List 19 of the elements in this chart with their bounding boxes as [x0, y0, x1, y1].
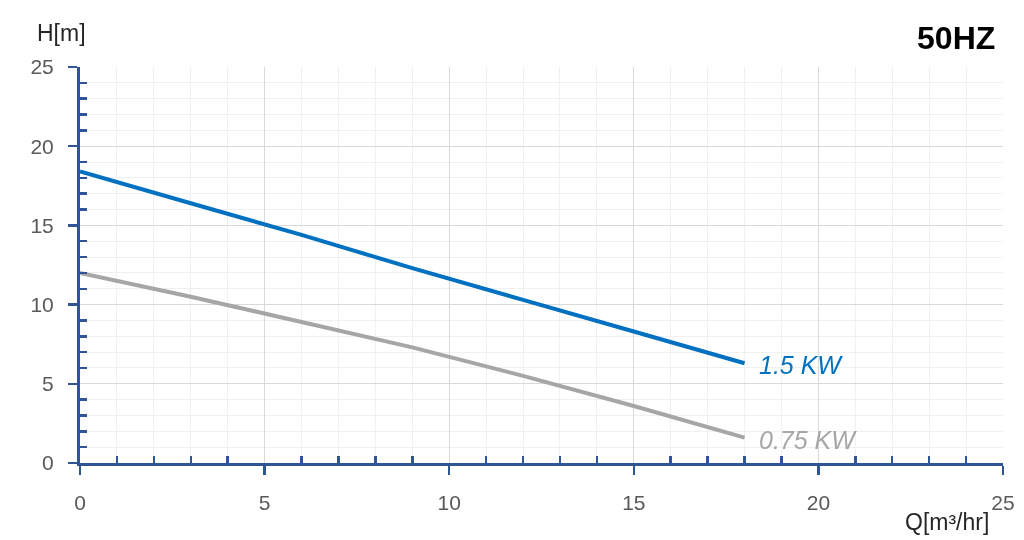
y-axis-title: H[m]: [37, 20, 86, 46]
x-tick-label: 0: [74, 491, 86, 515]
line-series: [80, 270, 747, 440]
x-axis-title: Q[m³/hr]: [905, 509, 990, 535]
y-tick-label: 0: [42, 451, 54, 475]
series-label: 1.5 KW: [759, 351, 844, 379]
y-tick-label: 15: [30, 213, 54, 237]
x-tick-label: 20: [806, 491, 831, 515]
x-tick-label: 5: [258, 491, 271, 515]
x-tick-label: 15: [622, 491, 646, 515]
y-tick-label: 5: [42, 372, 54, 396]
x-tick-label: 25: [991, 491, 1015, 515]
x-tick-label: 10: [437, 491, 461, 515]
line-series: [80, 169, 747, 366]
y-tick-label: 25: [30, 55, 54, 79]
series-label: 0.75 KW: [759, 426, 858, 454]
y-tick-label: 10: [30, 292, 54, 316]
y-tick-label: 20: [30, 134, 54, 158]
chart-title: 50HZ: [917, 20, 996, 56]
